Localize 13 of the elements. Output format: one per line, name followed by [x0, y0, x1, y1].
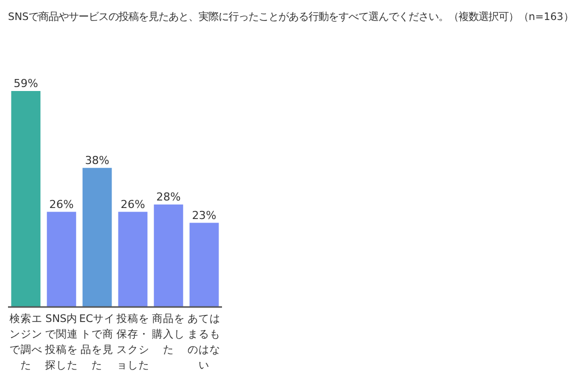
x-tick-label: 商品を購入した [152, 312, 185, 356]
x-tick-label: 投稿を保存・スクショした [115, 312, 150, 372]
data-label: 26% [120, 198, 146, 211]
text: SNSで商品やサービスの投稿を見たあと、実際に行ったことがある行動をすべて選んでください。（複数選択可）（n=163） [8, 11, 574, 23]
x-tick-label: 検索エンジンで調べた [9, 312, 42, 372]
data-label: 28% [156, 190, 181, 204]
data-label: 23% [192, 208, 216, 222]
x-tick-label: ECサイトで商品を見た [79, 313, 116, 372]
data-label: 26% [49, 198, 74, 211]
x-tick-label: SNS内で関連投稿を探した [44, 312, 78, 372]
data-label: 59% [14, 77, 38, 90]
x-tick-label: あてはまるものはない [188, 313, 221, 372]
data-label: 38% [84, 154, 110, 167]
